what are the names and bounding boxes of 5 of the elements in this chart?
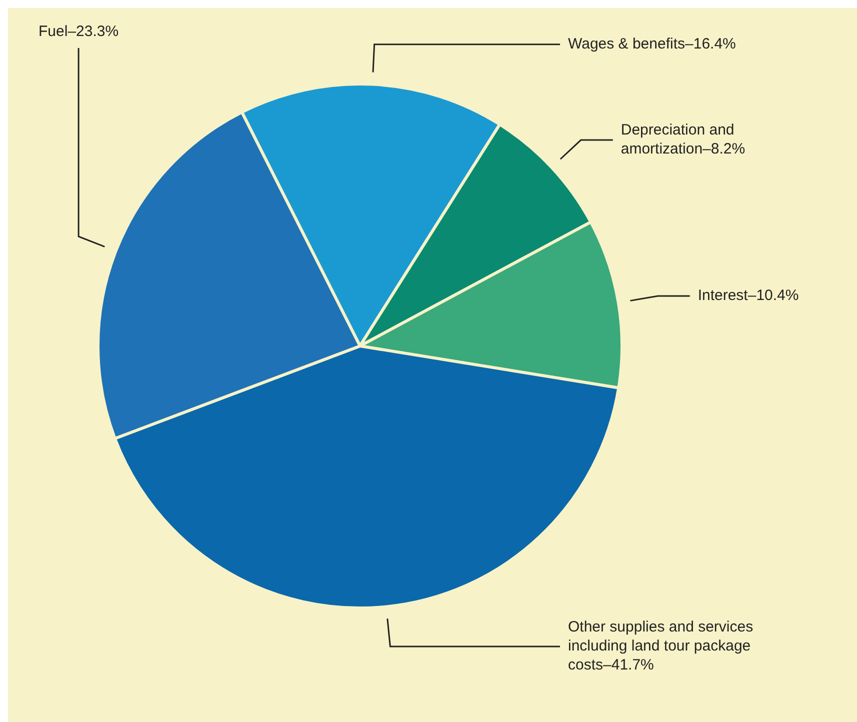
slice-label: Fuel–23.3%: [38, 23, 119, 40]
slice-label: Interest–10.4%: [698, 287, 799, 304]
slice-label: Wages & benefits–16.4%: [568, 35, 736, 52]
slice-label: Depreciation and amortization–8.2%: [620, 122, 746, 158]
slice-label: Other supplies and services including land tour package costs–41.7%: [568, 618, 754, 674]
